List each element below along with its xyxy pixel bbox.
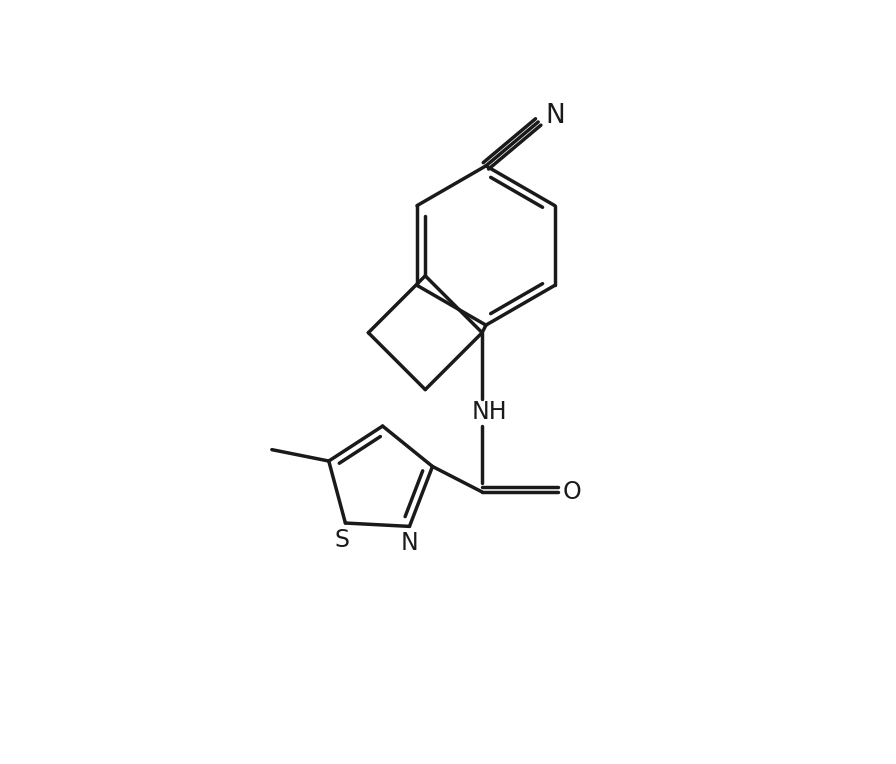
- Text: NH: NH: [472, 400, 507, 424]
- Text: N: N: [401, 531, 418, 555]
- Text: N: N: [545, 103, 564, 129]
- Text: S: S: [334, 528, 349, 552]
- Text: O: O: [563, 480, 581, 504]
